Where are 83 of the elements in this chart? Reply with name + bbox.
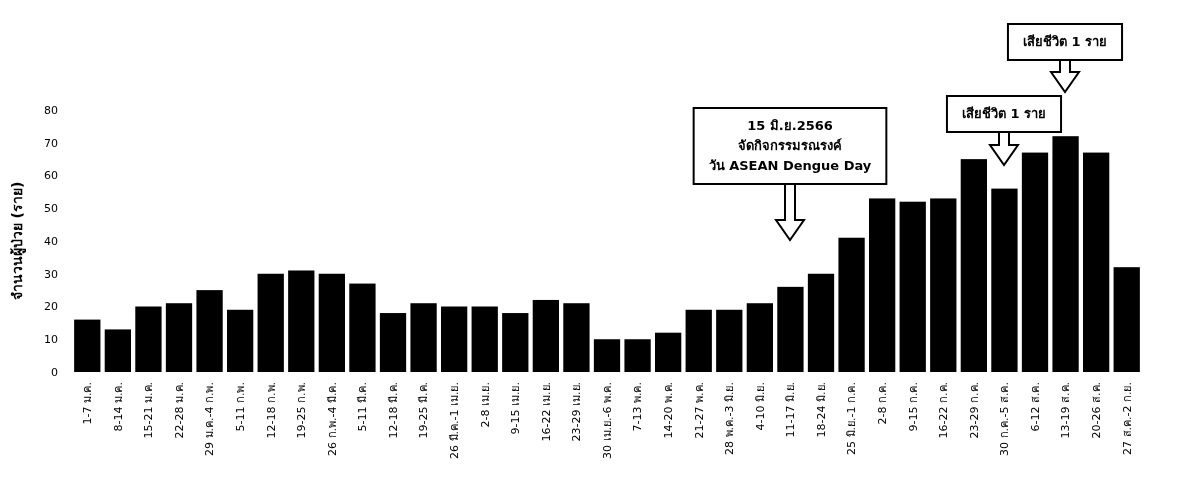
bar	[135, 306, 162, 372]
x-tick-label: 30 เม.ย.-6 พ.ค.	[600, 382, 614, 459]
x-tick-label: 23-29 ก.ค.	[967, 382, 981, 439]
x-tick-label: 19-25 มี.ค.	[417, 382, 431, 439]
x-tick-label: 8-14 ม.ค.	[111, 382, 125, 432]
y-axis-title: จำนวนผู้ป่วย (ราย)	[9, 181, 26, 301]
x-tick-label: 25 มิ.ย.-1 ก.ค.	[845, 382, 859, 455]
x-tick-label: 2-8 เม.ย.	[478, 382, 492, 428]
x-tick-label: 1-7 ม.ค.	[81, 382, 95, 425]
x-tick-label: 15-21 ม.ค.	[142, 382, 156, 439]
x-tick-label: 19-25 ก.พ.	[295, 382, 309, 439]
bar	[165, 303, 193, 372]
bar	[318, 273, 345, 372]
bar	[1083, 152, 1110, 372]
x-tick-label: 12-18 ก.พ.	[264, 382, 278, 439]
bar	[1021, 152, 1049, 372]
bar	[869, 198, 896, 372]
bar	[991, 188, 1018, 372]
bar	[746, 303, 773, 372]
x-tick-label: 30 ก.ค.-5 ส.ค.	[998, 382, 1012, 456]
bar	[441, 306, 468, 372]
bar	[716, 309, 743, 372]
bar	[257, 273, 284, 372]
x-tick-label: 6-12 ส.ค.	[1028, 382, 1042, 432]
bar	[532, 299, 559, 372]
y-tick-label: 10	[44, 333, 58, 347]
bar	[288, 270, 315, 372]
bar	[960, 159, 987, 372]
x-tick-label: 26 มี.ค.-1 เม.ย.	[447, 382, 461, 459]
bar	[1113, 267, 1140, 372]
bar	[624, 339, 651, 372]
y-tick-label: 50	[44, 202, 58, 216]
x-tick-label: 9-15 เม.ย.	[509, 382, 523, 435]
x-tick-label: 16-22 ก.ค.	[937, 382, 951, 439]
x-tick-label: 11-17 มิ.ย.	[784, 382, 798, 438]
x-tick-label: 13-19 ส.ค.	[1059, 382, 1073, 439]
bar	[593, 339, 621, 372]
x-tick-label: 18-24 มิ.ย.	[814, 382, 828, 438]
annotation: เสียชีวิต 1 ราย	[961, 106, 1047, 122]
bar	[196, 290, 223, 372]
bar	[227, 309, 254, 372]
bar	[777, 286, 804, 372]
bar	[502, 313, 529, 372]
bar	[1052, 136, 1079, 372]
x-tick-label: 5-11 มี.ค.	[356, 382, 370, 432]
y-tick-label: 40	[44, 234, 58, 248]
x-tick-label: 4-10 มิ.ย.	[753, 382, 767, 431]
y-tick-label: 0	[51, 365, 58, 379]
bar	[379, 313, 407, 372]
x-tick-label: 28 พ.ค.-3 มิ.ย.	[723, 382, 737, 455]
bar	[104, 329, 131, 372]
x-tick-label: 12-18 มี.ค.	[386, 382, 400, 439]
x-tick-label: 16-22 เม.ย.	[539, 382, 553, 442]
x-tick-label: 27 ส.ค.-2 ก.ย.	[1120, 382, 1134, 455]
y-tick-label: 30	[44, 267, 58, 281]
x-tick-label: 7-13 พ.ค.	[631, 382, 645, 432]
bar	[74, 319, 101, 372]
text: เสียชีวิต 1 ราย	[1022, 34, 1108, 50]
bar	[930, 198, 957, 372]
bar	[471, 306, 498, 372]
y-tick-label: 20	[44, 300, 58, 314]
bar	[349, 283, 376, 372]
x-tick-label: 26 ก.พ.-4 มี.ค.	[325, 382, 339, 456]
x-tick-label: 20-26 ส.ค.	[1089, 382, 1103, 439]
x-tick-label: 29 ม.ค.-4 ก.พ.	[203, 382, 217, 456]
y-tick-label: 70	[44, 136, 58, 150]
bar	[899, 201, 926, 372]
x-tick-label: 22-28 ม.ค.	[172, 382, 186, 439]
bar	[563, 303, 590, 372]
bar	[685, 309, 712, 372]
x-tick-label: 14-20 พ.ค.	[661, 382, 675, 439]
bar	[410, 303, 437, 372]
x-tick-label: 21-27 พ.ค.	[692, 382, 706, 439]
x-tick-label: 2-8 ก.ค.	[875, 382, 889, 425]
bar	[807, 273, 835, 372]
x-tick-label: 23-29 เม.ย.	[570, 382, 584, 442]
annotation: 15 มิ.ย.2566 จัดกิจกรรมรณรงค์ วัน ASEAN Dengue Day	[708, 118, 872, 174]
y-tick-label: 60	[44, 169, 58, 183]
x-tick-label: 5-11 ก.พ.	[233, 382, 247, 432]
bar	[655, 332, 682, 372]
bar	[838, 237, 865, 372]
y-tick-label: 80	[44, 103, 58, 117]
x-tick-label: 9-15 ก.ค.	[906, 382, 920, 432]
